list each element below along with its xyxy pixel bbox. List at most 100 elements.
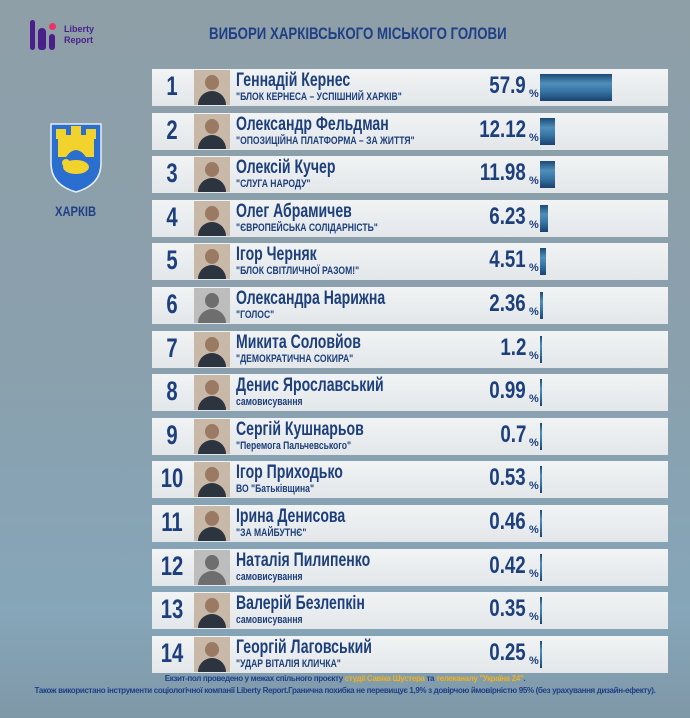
footer-highlight-channel: телеканалу "Україна 24" — [436, 674, 524, 683]
vote-percent: 2.36 — [489, 290, 526, 317]
percent-sign: % — [529, 88, 539, 100]
person-silhouette-icon — [205, 118, 219, 134]
candidate-photo — [194, 593, 230, 629]
candidate-name: Ігор Приходько — [236, 462, 343, 484]
candidate-row: 14 Георгій Лаговський "УДАР ВІТАЛІЯ КЛИЧ… — [152, 635, 668, 673]
percent-sign: % — [529, 218, 539, 231]
person-silhouette-icon — [205, 641, 219, 657]
rank: 5 — [166, 245, 178, 276]
person-silhouette-icon — [205, 598, 219, 614]
candidate-photo — [194, 288, 230, 323]
percent-sign: % — [529, 436, 539, 449]
vote-bar — [540, 292, 543, 319]
vote-bar — [540, 204, 548, 232]
vote-bar — [540, 379, 542, 407]
candidate-row: 13 Валерій Безлепкін самовисування 0.35 … — [152, 592, 668, 630]
candidate-photo — [194, 331, 230, 367]
rank: 6 — [166, 289, 178, 319]
percent-sign: % — [529, 393, 539, 406]
vote-percent: 4.51 — [489, 246, 526, 274]
candidate-name: Георгій Лаговський — [236, 636, 372, 658]
candidate-row: 12 Наталія Пилипенко самовисування 0.42 … — [152, 548, 668, 586]
candidate-name: Ірина Денисова — [236, 506, 346, 527]
person-body-icon — [198, 614, 226, 629]
person-silhouette-icon — [205, 249, 219, 265]
footer-line1: Екзит-пол проведено у межах спільного пр… — [4, 673, 686, 684]
candidate-photo — [194, 506, 230, 541]
candidate-row: 11 Ірина Денисова "ЗА МАЙБУТНЄ" 0.46 % — [152, 505, 668, 542]
candidate-photo — [194, 200, 230, 236]
person-silhouette-icon — [205, 162, 219, 178]
vote-percent: 6.23 — [489, 202, 526, 230]
person-silhouette-icon — [205, 554, 219, 570]
vote-bar — [540, 553, 542, 581]
candidate-party: "БЛОК КЕРНЕСА – УСПІШНИЙ ХАРКІВ" — [236, 91, 402, 103]
candidate-row: 5 Ігор Черняк "БЛОК СВІТЛИЧНОЇ РАЗОМ!" 4… — [152, 243, 668, 281]
rank: 13 — [160, 594, 184, 625]
candidate-row: 10 Ігор Приходько ВО "Батьківщина" 0.53 … — [152, 461, 668, 499]
percent-sign: % — [529, 131, 539, 144]
vote-bar — [540, 335, 542, 363]
candidate-row: 7 Микита Соловйов "ДЕМОКРАТИЧНА СОКИРА" … — [152, 330, 668, 368]
person-body-icon — [198, 221, 226, 236]
candidate-name: Олег Абрамичев — [236, 200, 352, 222]
candidate-photo — [194, 70, 230, 105]
person-body-icon — [198, 657, 226, 672]
vote-bar — [540, 117, 556, 145]
candidate-photo — [194, 636, 230, 672]
person-body-icon — [198, 352, 226, 367]
rank: 4 — [166, 201, 178, 232]
rank: 7 — [166, 332, 178, 363]
candidate-party: "СЛУГА НАРОДУ" — [236, 178, 311, 191]
vote-percent: 57.9 — [489, 72, 526, 99]
candidate-photo — [194, 462, 230, 498]
candidate-name: Наталія Пилипенко — [236, 549, 371, 571]
percent-sign: % — [529, 654, 539, 667]
rank: 1 — [166, 71, 178, 101]
liberty-report-logo-icon — [28, 20, 58, 50]
percent-sign: % — [529, 611, 539, 624]
candidate-party: "ГОЛОС" — [236, 309, 275, 321]
rank: 2 — [166, 114, 178, 145]
vote-bar — [540, 422, 542, 450]
candidate-party: "ЗА МАЙБУТНЄ" — [236, 527, 307, 539]
rank: 14 — [160, 637, 184, 668]
candidate-photo — [194, 157, 230, 193]
candidate-party: "ДЕМОКРАТИЧНА СОКИРА" — [236, 352, 354, 365]
rank: 10 — [160, 463, 184, 494]
candidate-row: 9 Сергій Кушнарьов "Перемога Пальчевсько… — [152, 417, 668, 455]
city-crest-icon — [50, 123, 102, 193]
candidate-party: "ОПОЗИЦІЙНА ПЛАТФОРМА – ЗА ЖИТТЯ" — [236, 134, 415, 147]
candidate-party: ВО "Батьківщина" — [236, 483, 315, 496]
candidate-name: Сергій Кушнарьов — [236, 418, 364, 440]
rank: 12 — [160, 550, 184, 581]
person-silhouette-icon — [205, 380, 219, 396]
person-body-icon — [198, 527, 226, 541]
footer-text: та — [424, 674, 437, 683]
candidate-name: Олександра Нарижна — [236, 288, 386, 309]
vote-bar — [540, 597, 542, 625]
candidate-party: самовисування — [236, 570, 303, 583]
footer-text: . — [523, 674, 526, 683]
vote-percent: 0.7 — [499, 420, 526, 448]
logo-line2: Report — [64, 35, 93, 45]
vote-bar — [540, 640, 542, 668]
liberty-report-logo: Liberty Report — [28, 20, 94, 50]
person-body-icon — [198, 309, 226, 323]
person-body-icon — [198, 570, 226, 585]
candidate-photo — [194, 375, 230, 411]
rank: 11 — [161, 507, 183, 537]
candidate-party: самовисування — [236, 396, 303, 409]
person-body-icon — [198, 134, 226, 149]
vote-percent: 0.42 — [489, 551, 526, 579]
vote-bar — [540, 248, 546, 276]
percent-sign: % — [529, 175, 539, 188]
footer-line2: Також використано інструменти соціологіч… — [34, 686, 656, 695]
logo-line1: Liberty — [64, 24, 95, 34]
person-silhouette-icon — [205, 511, 219, 526]
person-body-icon — [198, 265, 226, 280]
candidate-name: Олексій Кучер — [236, 157, 336, 179]
candidate-photo — [194, 113, 230, 149]
candidate-name: Микита Соловйов — [236, 331, 361, 353]
person-silhouette-icon — [205, 293, 219, 308]
